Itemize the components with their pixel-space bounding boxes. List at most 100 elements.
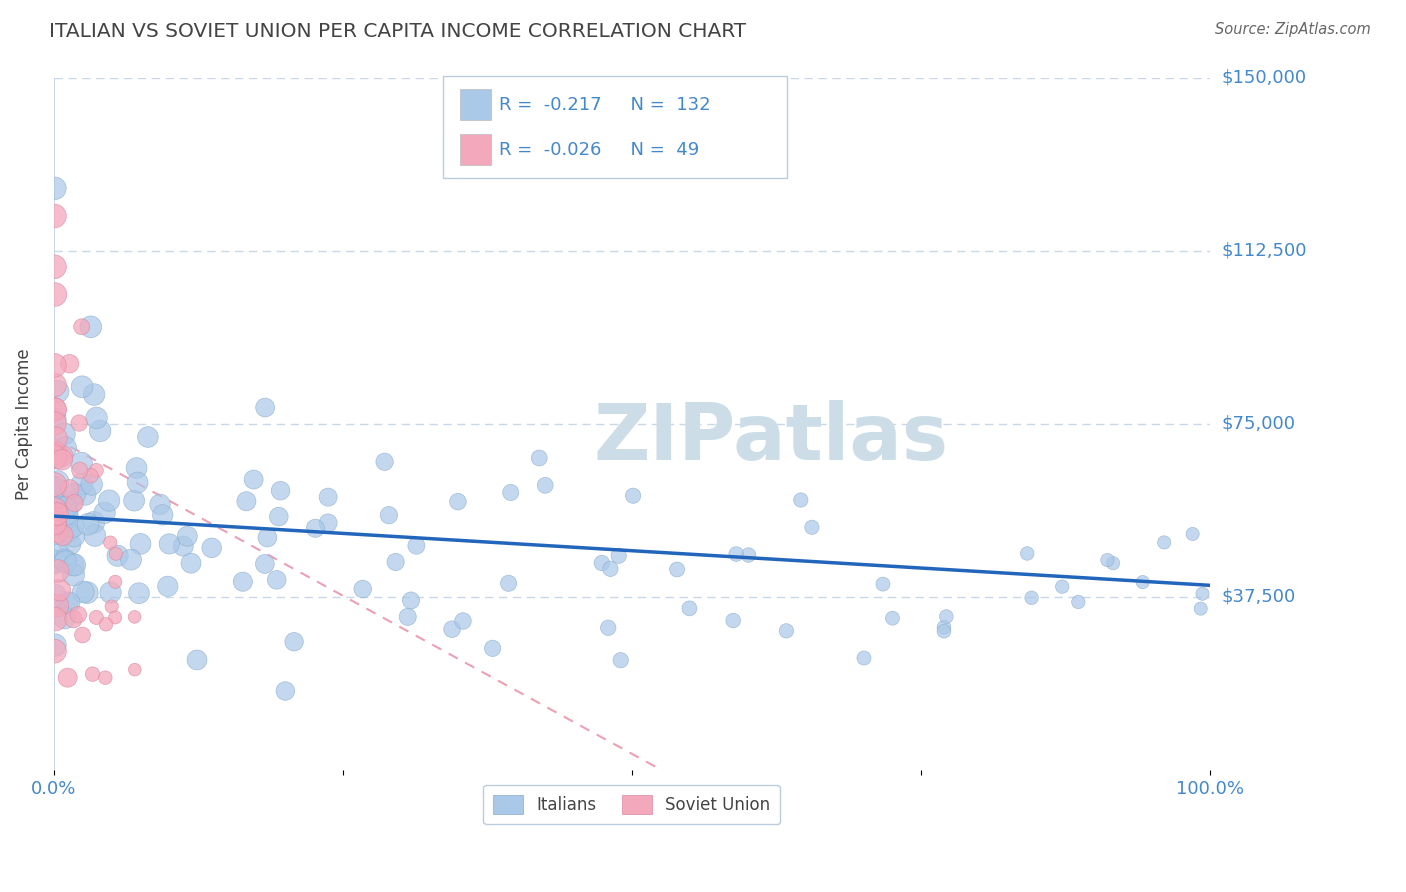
Point [49, 508, 72, 522]
Point [44, 516, 66, 531]
Point [44, 412, 66, 426]
Point [100, 585, 122, 599]
Point [46, 524, 69, 538]
Point [84, 610, 107, 624]
Point [63, 487, 86, 501]
Point [44, 481, 66, 495]
Point [242, 473, 264, 487]
Point [69, 463, 91, 477]
Point [58, 357, 80, 371]
Point [44, 402, 66, 417]
Point [107, 549, 129, 563]
Point [136, 430, 159, 444]
Point [55, 441, 77, 455]
Point [932, 620, 955, 634]
Point [104, 610, 127, 624]
Point [63, 496, 86, 510]
Point [186, 653, 208, 667]
Point [44, 507, 66, 521]
Point [44, 378, 66, 392]
Point [53, 555, 76, 569]
Point [89, 424, 111, 438]
Point [44, 446, 66, 460]
Point [157, 537, 180, 551]
Point [62, 612, 84, 626]
Point [399, 593, 422, 607]
Point [46, 384, 69, 399]
Point [125, 461, 148, 475]
Point [304, 521, 326, 535]
Point [44, 554, 66, 568]
Point [44, 502, 66, 516]
Point [274, 684, 297, 698]
Point [666, 562, 689, 576]
Point [352, 582, 374, 596]
Point [678, 601, 700, 615]
Point [83, 387, 105, 401]
Point [44, 503, 66, 517]
Point [53, 427, 76, 442]
Point [253, 557, 276, 571]
Point [83, 516, 105, 530]
Point [49, 583, 72, 598]
Point [70, 477, 93, 491]
Point [70, 319, 93, 334]
Point [44, 556, 66, 570]
Point [316, 516, 339, 530]
Point [86, 411, 108, 425]
Point [76, 585, 98, 599]
Point [44, 209, 66, 223]
Point [447, 494, 470, 508]
Point [1052, 580, 1074, 594]
Point [94, 671, 117, 685]
Point [122, 493, 145, 508]
Point [44, 500, 66, 515]
Point [396, 610, 419, 624]
Point [481, 641, 503, 656]
Point [44, 359, 66, 373]
Point [374, 455, 396, 469]
Point [235, 494, 257, 508]
Point [124, 610, 146, 624]
Point [129, 537, 152, 551]
Point [44, 638, 66, 652]
Point [316, 490, 339, 504]
Point [882, 611, 904, 625]
Point [56, 671, 79, 685]
Point [1021, 591, 1043, 605]
Point [46, 546, 69, 560]
Point [46, 475, 69, 489]
Point [1189, 601, 1212, 615]
Point [725, 547, 748, 561]
Point [120, 552, 142, 566]
Point [499, 485, 522, 500]
Point [62, 558, 84, 572]
Point [98, 535, 121, 549]
Point [46, 599, 69, 613]
Point [156, 579, 179, 593]
Point [45, 432, 67, 446]
Point [72, 628, 94, 642]
Point [51, 452, 73, 467]
Point [104, 547, 127, 561]
Point [1017, 546, 1039, 560]
Point [75, 487, 97, 501]
Point [44, 417, 66, 431]
Point [58, 596, 80, 610]
Point [46, 564, 69, 578]
Point [872, 577, 894, 591]
Text: R =  -0.217: R = -0.217 [499, 95, 602, 113]
Point [45, 508, 67, 522]
Point [201, 541, 224, 555]
Point [932, 624, 955, 639]
Text: N =  132: N = 132 [619, 95, 710, 113]
Point [441, 622, 464, 636]
Point [775, 624, 797, 638]
Point [63, 529, 86, 543]
Point [84, 463, 107, 477]
Point [852, 651, 875, 665]
Text: $75,000: $75,000 [1222, 415, 1295, 433]
Point [67, 607, 90, 622]
Point [935, 609, 957, 624]
Point [100, 599, 122, 614]
